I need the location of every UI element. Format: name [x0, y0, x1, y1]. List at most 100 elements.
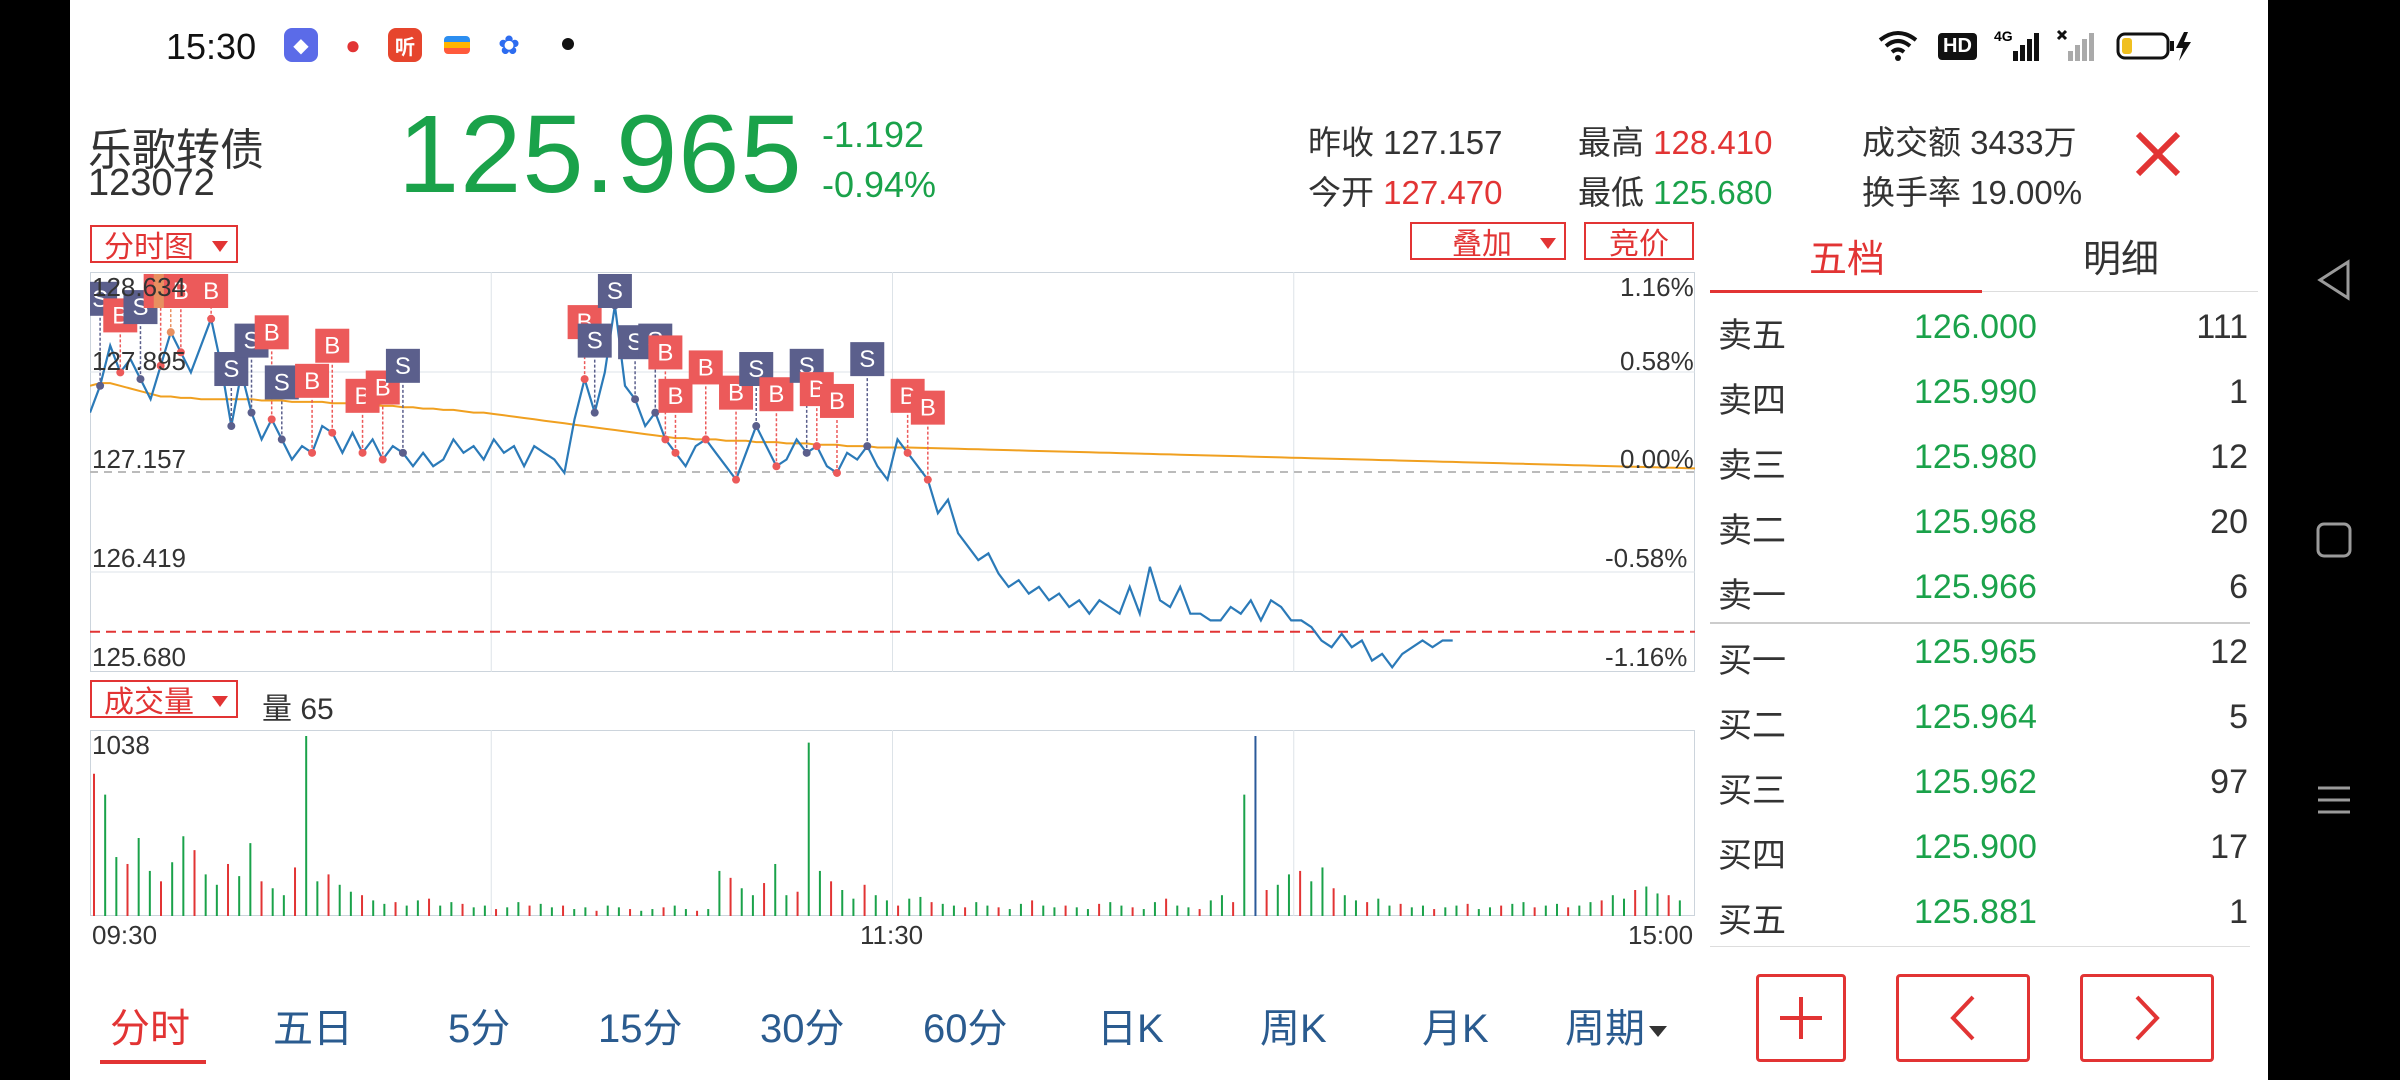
period-tab[interactable]: 月K [1422, 1007, 1489, 1051]
trade-mark-dot [923, 475, 932, 484]
trade-mark-label: B [324, 333, 340, 360]
trade-mark-label: S [274, 369, 290, 396]
trade-mark-label: B [657, 339, 673, 366]
x-tick: 09:30 [92, 920, 158, 950]
period-tab[interactable]: 日K [1097, 1007, 1164, 1051]
buy-mark [819, 383, 854, 418]
y-tick-right: 1.16% [1620, 272, 1694, 302]
y-tick-left: 127.157 [92, 444, 186, 474]
y-tick-left: 125.680 [92, 642, 186, 672]
trade-mark-dot [580, 375, 589, 384]
listen-app-icon: 听 [388, 28, 422, 62]
overlay-select[interactable]: 叠加 [1410, 222, 1566, 261]
bid-row: 买三 125.962 97 [1718, 763, 2248, 810]
wallet-app-icon [440, 28, 474, 62]
trade-mark-label: S [859, 346, 875, 373]
bid-row: 买五 125.881 1 [1718, 893, 2248, 940]
amount-stat: 成交额 3433万 [1862, 124, 2077, 161]
period-tab[interactable]: 30分 [760, 1007, 845, 1051]
volume-mode-select[interactable]: 成交量 [90, 680, 238, 719]
buy-mark [295, 363, 330, 398]
trade-mark-dot [863, 442, 872, 451]
trade-mark-dot [590, 408, 599, 417]
sell-mark [214, 352, 249, 387]
close-icon[interactable] [2130, 126, 2186, 182]
y-tick-right: -0.58% [1605, 543, 1688, 573]
trade-mark-label: S [587, 328, 603, 355]
period-tab[interactable]: 周K [1260, 1007, 1327, 1051]
trade-mark-label: S [607, 278, 623, 305]
buy-mark [688, 350, 723, 385]
trade-mark-dot [358, 448, 367, 457]
period-tab[interactable]: 周期 [1565, 996, 1667, 1054]
chevron-left-icon [1950, 995, 1975, 1041]
shortcut-app-icon: ◆ [284, 28, 318, 62]
trade-mark-dot [308, 448, 317, 457]
trade-mark-dot [247, 408, 256, 417]
trade-mark-label: B [173, 278, 189, 305]
volume-chart[interactable] [90, 730, 1695, 916]
trade-mark-dot [732, 475, 741, 484]
trade-mark-dot [166, 328, 175, 337]
period-tab[interactable]: 5分 [448, 1007, 511, 1051]
wifi-icon [1878, 28, 1918, 64]
home-square-icon [2316, 522, 2352, 558]
menu-nav-button[interactable] [2268, 750, 2400, 850]
sell-mark [597, 274, 632, 308]
trade-mark-label: S [395, 353, 411, 380]
buy-mark [315, 328, 350, 363]
next-button[interactable] [2080, 974, 2214, 1062]
period-tab[interactable]: 分时 [110, 1007, 190, 1051]
trade-mark-label: B [264, 319, 280, 346]
period-tab[interactable]: 15分 [598, 1007, 683, 1051]
price-change-percent: -0.94% [822, 164, 937, 205]
trade-mark-dot [136, 375, 145, 384]
chevron-right-icon [2135, 995, 2160, 1041]
trade-mark-dot [661, 435, 670, 444]
trade-mark-dot [772, 462, 781, 471]
ask-row: 卖一 125.966 6 [1718, 568, 2248, 615]
y-tick-left: 127.895 [92, 346, 186, 376]
tab-divider [1982, 291, 2258, 292]
buy-mark [254, 315, 289, 350]
trade-mark-dot [631, 395, 640, 404]
hd-icon: HD [1938, 28, 1977, 64]
book-divider [1710, 622, 2250, 624]
trade-mark-label: B [304, 368, 320, 395]
trade-mark-label: B [667, 383, 683, 410]
ask-row: 卖五 126.000 111 [1718, 308, 2248, 355]
bid-row: 买一 125.965 12 [1718, 633, 2248, 680]
prev-button[interactable] [1896, 974, 2030, 1062]
trade-mark-label: B [920, 395, 936, 422]
zoom-in-button[interactable] [1756, 974, 1846, 1062]
auction-button[interactable]: 竞价 [1584, 222, 1694, 261]
trade-mark-label: S [223, 356, 239, 383]
book-bottom-divider [1710, 946, 2250, 947]
trade-mark-dot [671, 448, 680, 457]
system-nav-bar [2268, 0, 2400, 1080]
app-screen: 15:30 ◆ ● 听 ✿ HD 4G 乐歌转债 123072 125.965 … [70, 0, 2268, 1080]
period-tab[interactable]: 60分 [923, 1007, 1008, 1051]
x-tick: 11:30 [860, 920, 924, 950]
sell-mark [264, 365, 299, 400]
turnover-stat: 换手率 19.00% [1862, 174, 2083, 211]
period-tab[interactable]: 五日 [273, 1007, 353, 1051]
tab-details[interactable]: 明细 [2082, 239, 2159, 281]
trade-mark-dot [398, 448, 407, 457]
sell-mark [577, 323, 612, 358]
trade-mark-dot [651, 408, 660, 417]
home-nav-button[interactable] [2268, 490, 2400, 590]
trade-mark-dot [96, 381, 105, 390]
chart-mode-select[interactable]: 分时图 [90, 225, 238, 264]
trade-mark-label: B [203, 278, 219, 305]
trade-mark-dot [701, 435, 710, 444]
notification-dot-icon [562, 38, 574, 50]
buy-mark [910, 390, 945, 425]
price-chart[interactable]: SBSBTBBSSBSBBBBSBSSSSBBBBSBSBBSBB [90, 272, 1695, 672]
tab-five-levels[interactable]: 五档 [1808, 239, 1885, 281]
back-nav-button[interactable] [2268, 230, 2400, 330]
menu-icon [2318, 786, 2350, 814]
bid-row: 买二 125.964 5 [1718, 698, 2248, 745]
volume-max-label: 1038 [92, 730, 150, 760]
x-tick: 15:00 [1628, 920, 1694, 950]
